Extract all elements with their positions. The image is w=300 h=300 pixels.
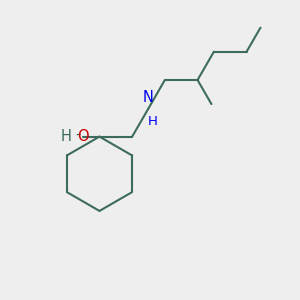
Text: H: H: [148, 115, 158, 128]
Text: N: N: [143, 90, 154, 105]
Text: -: -: [75, 127, 80, 142]
Text: H: H: [61, 129, 72, 144]
Text: O: O: [77, 129, 89, 144]
